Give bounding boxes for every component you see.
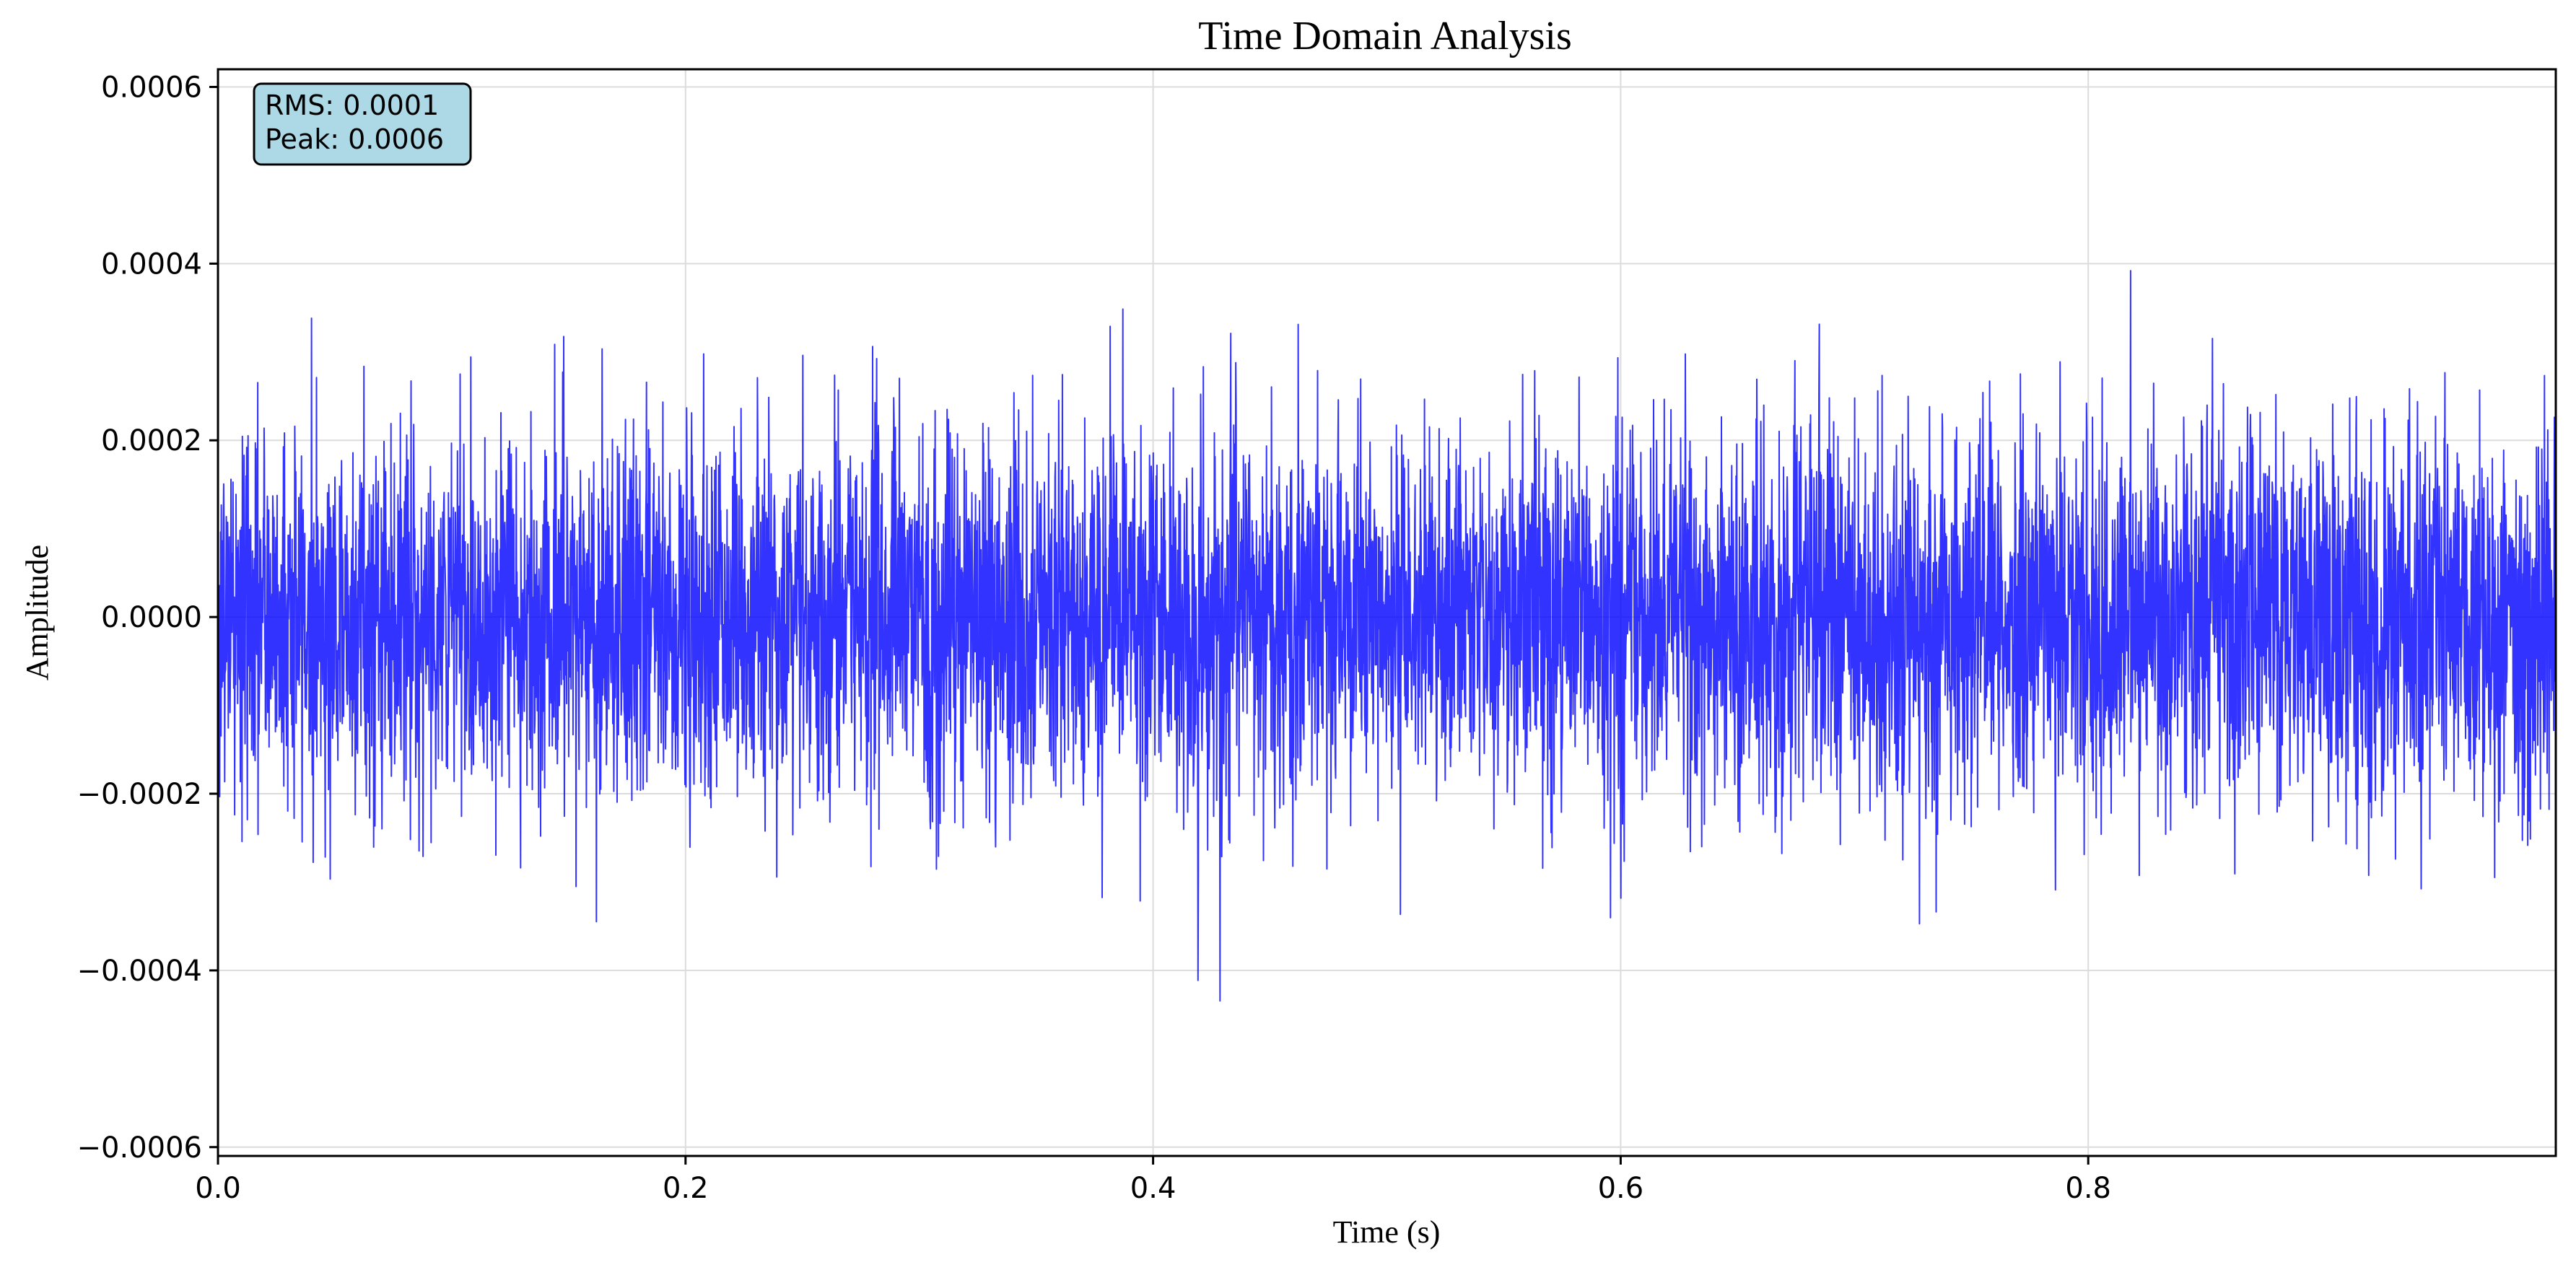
stats-box: RMS: 0.0001 Peak: 0.0006 — [253, 82, 472, 166]
x-tick-label: 0.0 — [195, 1172, 241, 1205]
y-tick-label: −0.0004 — [77, 955, 202, 988]
x-tick-label: 0.2 — [663, 1172, 709, 1205]
stats-box-background — [253, 82, 472, 166]
signal-layer — [217, 270, 2557, 1002]
x-tick-label: 0.8 — [2065, 1172, 2111, 1205]
signal-line — [217, 270, 2557, 1002]
x-tick-label: 0.6 — [1598, 1172, 1644, 1205]
y-axis-ticks: −0.0006 −0.0004 −0.0002 0.0000 0.0002 0.0004 0… — [77, 71, 218, 1165]
plot-frame — [217, 68, 2557, 1157]
x-axis-label: Time (s) — [1333, 1214, 1441, 1250]
y-tick-label: 0.0002 — [101, 424, 202, 457]
x-tick-label: 0.4 — [1130, 1172, 1176, 1205]
x-axis-ticks: 0.0 0.2 0.4 0.6 0.8 — [195, 1156, 2111, 1205]
chart-title: Time Domain Analysis — [1198, 14, 1572, 58]
y-axis-label: Amplitude — [19, 545, 55, 680]
y-tick-label: −0.0002 — [77, 778, 202, 811]
y-tick-label: 0.0000 — [101, 601, 202, 634]
y-tick-label: 0.0006 — [101, 71, 202, 104]
y-tick-label: 0.0004 — [101, 247, 202, 281]
stats-rms-text: RMS: 0.0001 — [265, 89, 439, 121]
y-tick-label: −0.0006 — [77, 1131, 202, 1165]
stats-peak-text: Peak: 0.0006 — [265, 123, 444, 155]
